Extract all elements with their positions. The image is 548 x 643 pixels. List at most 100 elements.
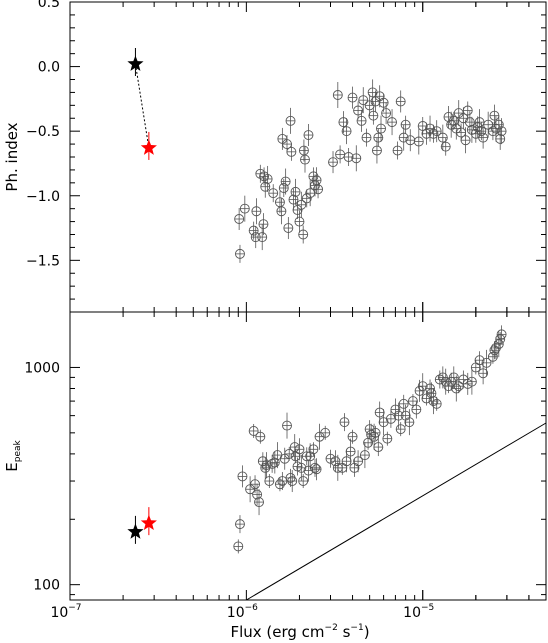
bottom-x-ticks: 10−7 10−6 10−5	[50, 312, 547, 621]
y-tick-label: −0.5	[26, 124, 60, 140]
data-point	[332, 82, 343, 108]
xlabel-part3: )	[364, 623, 370, 641]
data-point	[493, 331, 504, 358]
data-point	[392, 141, 403, 160]
data-point	[338, 111, 349, 134]
data-point	[400, 115, 411, 134]
top-y-axis-label: Ph. index	[3, 122, 21, 191]
data-point	[361, 128, 372, 147]
x-tick-label: 10−6	[227, 603, 258, 621]
data-point	[320, 425, 331, 440]
data-point	[308, 442, 319, 457]
y-tick-label: 0.5	[38, 0, 60, 11]
data-point	[341, 118, 352, 145]
data-point	[280, 168, 291, 195]
data-point	[325, 449, 336, 468]
data-point	[298, 474, 309, 489]
data-point	[288, 188, 299, 211]
data-point	[466, 116, 477, 143]
data-point	[286, 142, 297, 161]
data-point	[301, 189, 312, 208]
y-tick-label: 0.0	[38, 60, 60, 76]
data-point	[495, 127, 506, 150]
data-point	[285, 468, 296, 487]
data-point	[237, 465, 248, 488]
top-data-marks	[234, 79, 507, 263]
xlabel-sup2: −1	[350, 623, 363, 633]
reference-line	[246, 422, 547, 601]
data-point	[258, 213, 269, 236]
top-y-ticks: 0.5 0.0 −0.5 −1.0 −1.5	[26, 0, 546, 313]
data-point	[274, 477, 285, 492]
ylabel-sub: peak	[13, 439, 23, 462]
data-point	[262, 165, 273, 192]
bottom-plot-frame	[69, 311, 547, 601]
data-point	[292, 457, 303, 476]
xlabel-sup1: −2	[325, 623, 338, 633]
data-point	[248, 221, 259, 240]
xlabel-part1: Flux (erg cm	[230, 623, 324, 641]
x-tick-mantissa: 10	[403, 605, 421, 621]
x-tick-exponent: −6	[245, 603, 259, 613]
bottom-y-ticks: 100 1000	[24, 360, 546, 596]
data-point	[290, 178, 301, 205]
data-point	[300, 146, 310, 173]
x-tick-mantissa: 10	[227, 605, 245, 621]
data-point	[404, 409, 415, 436]
data-point	[353, 101, 364, 120]
data-point	[260, 175, 271, 198]
y-tick-label: −1.5	[26, 253, 60, 269]
data-point	[233, 539, 244, 554]
data-point	[356, 109, 367, 132]
data-point	[398, 394, 409, 413]
data-point	[296, 191, 307, 218]
data-point	[464, 111, 475, 134]
data-point	[451, 375, 462, 402]
star-marker	[140, 139, 157, 155]
y-tick-label: −1.0	[26, 189, 60, 205]
data-point	[460, 127, 471, 154]
data-point	[417, 117, 428, 135]
data-point	[339, 413, 350, 432]
data-point	[303, 124, 314, 147]
data-point	[476, 122, 487, 141]
data-point	[311, 458, 322, 481]
data-point	[330, 450, 341, 473]
data-point	[428, 388, 439, 415]
data-point	[431, 396, 442, 411]
data-point	[387, 109, 398, 136]
data-point	[287, 470, 298, 493]
data-point	[431, 120, 442, 143]
y-tick-label: 1000	[24, 360, 60, 376]
bottom-stars	[127, 507, 157, 544]
data-point	[353, 450, 364, 473]
data-point	[257, 224, 268, 251]
x-tick-label: 10−7	[50, 603, 81, 621]
data-point	[314, 423, 325, 450]
data-point	[313, 180, 324, 199]
data-point	[276, 198, 287, 225]
data-point	[282, 412, 292, 439]
data-point	[255, 429, 266, 444]
data-point	[496, 325, 507, 344]
data-point	[351, 145, 362, 172]
x-axis-label: Flux (erg cm−2 s−1)	[230, 623, 369, 641]
star-marker	[140, 514, 157, 531]
y-tick-label: 100	[33, 578, 60, 594]
data-point	[481, 349, 492, 376]
data-point	[426, 382, 437, 405]
data-point	[298, 225, 309, 244]
data-point	[292, 200, 303, 219]
data-point	[370, 425, 381, 440]
data-point	[407, 394, 418, 409]
xlabel-part2: s	[338, 623, 351, 641]
data-point	[235, 244, 245, 263]
data-point	[294, 210, 305, 233]
data-point	[368, 106, 379, 125]
data-point	[395, 90, 406, 113]
top-stars	[127, 48, 157, 160]
data-point	[411, 400, 422, 419]
data-point	[496, 118, 507, 145]
data-point	[358, 87, 369, 114]
data-point	[376, 115, 386, 142]
